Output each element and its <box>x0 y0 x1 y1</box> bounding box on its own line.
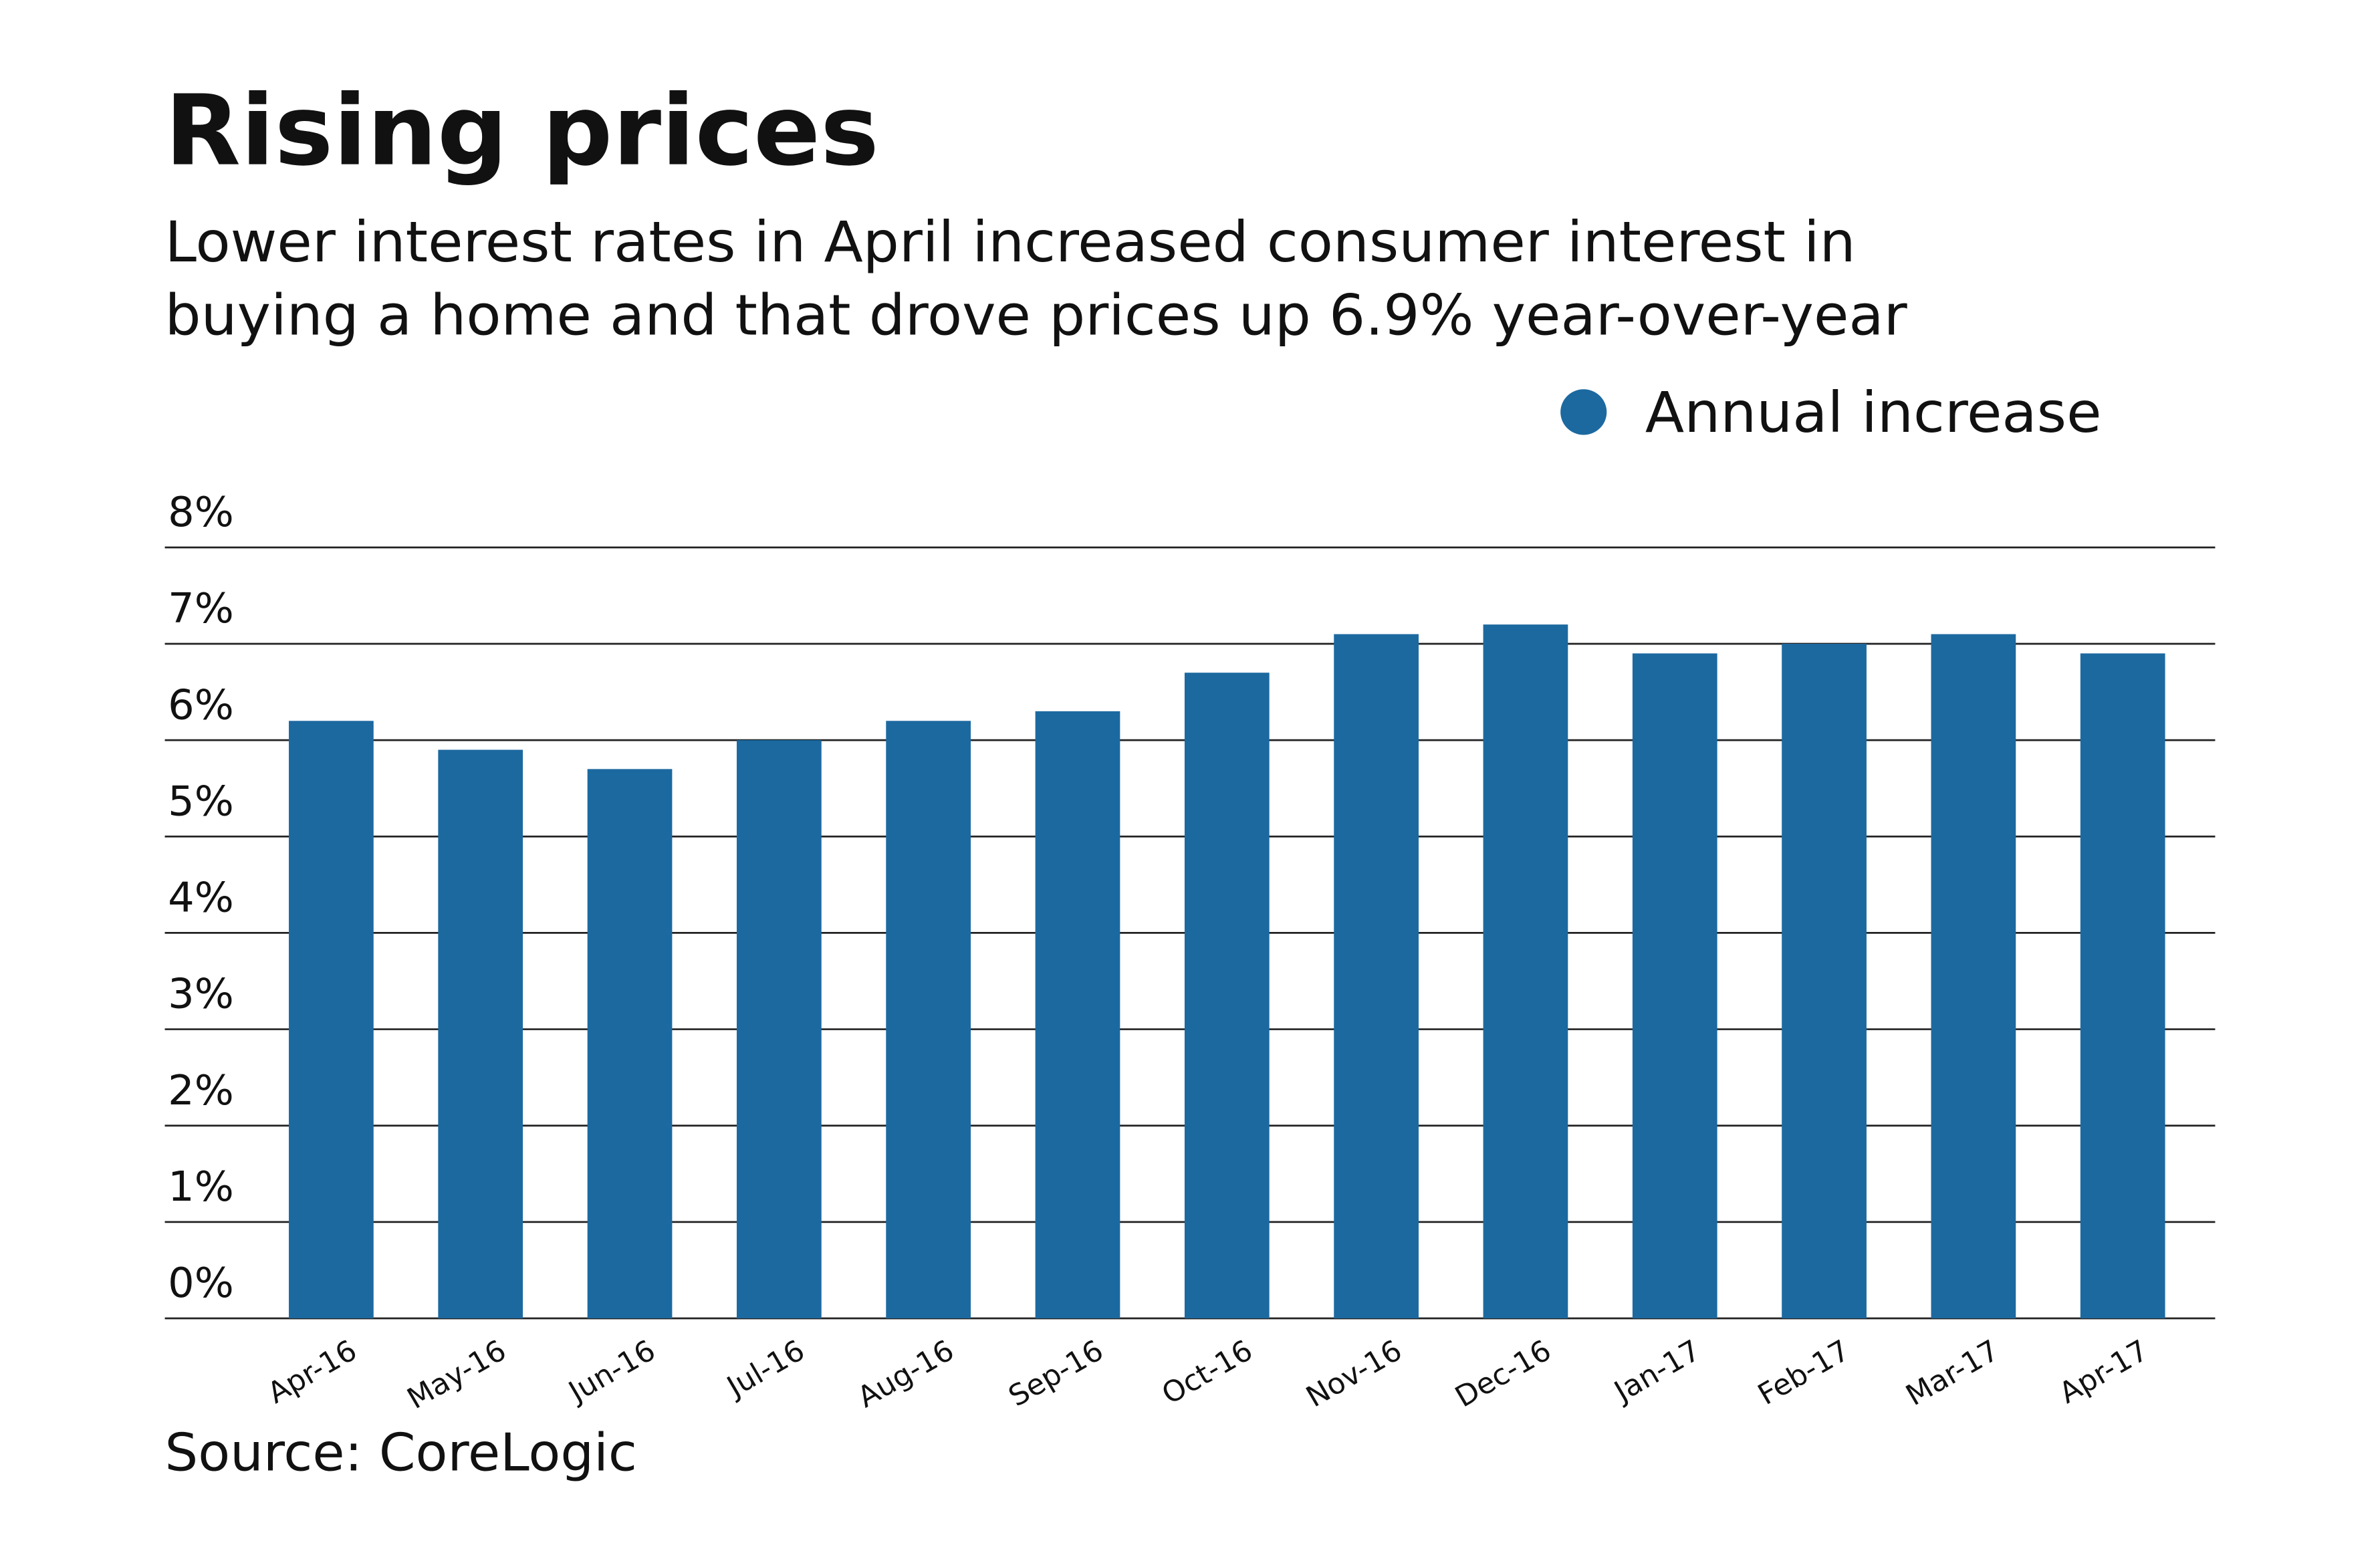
x-tick-label: Aug-16 <box>852 1334 960 1414</box>
x-tick-label: Jun-16 <box>562 1334 661 1410</box>
x-tick-label: Oct-16 <box>1157 1334 1259 1411</box>
y-tick-label: 2% <box>168 1066 234 1114</box>
bar <box>438 749 523 1318</box>
x-tick-label: Jan-17 <box>1607 1334 1706 1409</box>
bar <box>736 740 822 1318</box>
y-tick-label: 7% <box>168 584 234 632</box>
chart-subtitle: Lower interest rates in April increased … <box>165 209 1856 275</box>
bar <box>1184 673 1270 1318</box>
bar <box>1035 711 1120 1318</box>
y-tick-label: 1% <box>168 1163 234 1211</box>
x-tick-label: Jul-16 <box>720 1334 810 1405</box>
y-tick-label: 3% <box>168 970 234 1018</box>
bar <box>1483 624 1568 1319</box>
x-tick-label: Dec-16 <box>1450 1334 1557 1414</box>
bar <box>1632 653 1717 1318</box>
bar <box>289 721 374 1318</box>
y-tick-label: 6% <box>168 681 234 729</box>
y-tick-label: 5% <box>168 778 234 826</box>
legend-label: Annual increase <box>1645 379 2102 445</box>
bar <box>886 721 971 1318</box>
bar <box>1334 634 1419 1318</box>
x-tick-label: Sep-16 <box>1003 1334 1109 1413</box>
x-tick-label: Apr-16 <box>262 1334 362 1410</box>
y-tick-label: 0% <box>168 1260 234 1308</box>
bar <box>1782 643 1867 1318</box>
x-tick-label: Apr-17 <box>2054 1334 2154 1410</box>
legend-marker <box>1560 389 1607 435</box>
x-tick-label: Mar-17 <box>1901 1334 2005 1413</box>
x-tick-label: Feb-17 <box>1752 1334 1855 1412</box>
source: Source: CoreLogic <box>165 1423 637 1483</box>
y-tick-label: 4% <box>168 874 234 922</box>
x-tick-label: Nov-16 <box>1301 1334 1408 1414</box>
x-tick-label: May-16 <box>402 1334 512 1416</box>
y-tick-label: 8% <box>168 488 234 536</box>
bar <box>587 769 673 1318</box>
chart-subtitle: buying a home and that drove prices up 6… <box>165 282 1907 348</box>
chart-title: Rising prices <box>165 74 879 188</box>
bar <box>1931 634 2016 1318</box>
bar <box>2080 653 2165 1318</box>
